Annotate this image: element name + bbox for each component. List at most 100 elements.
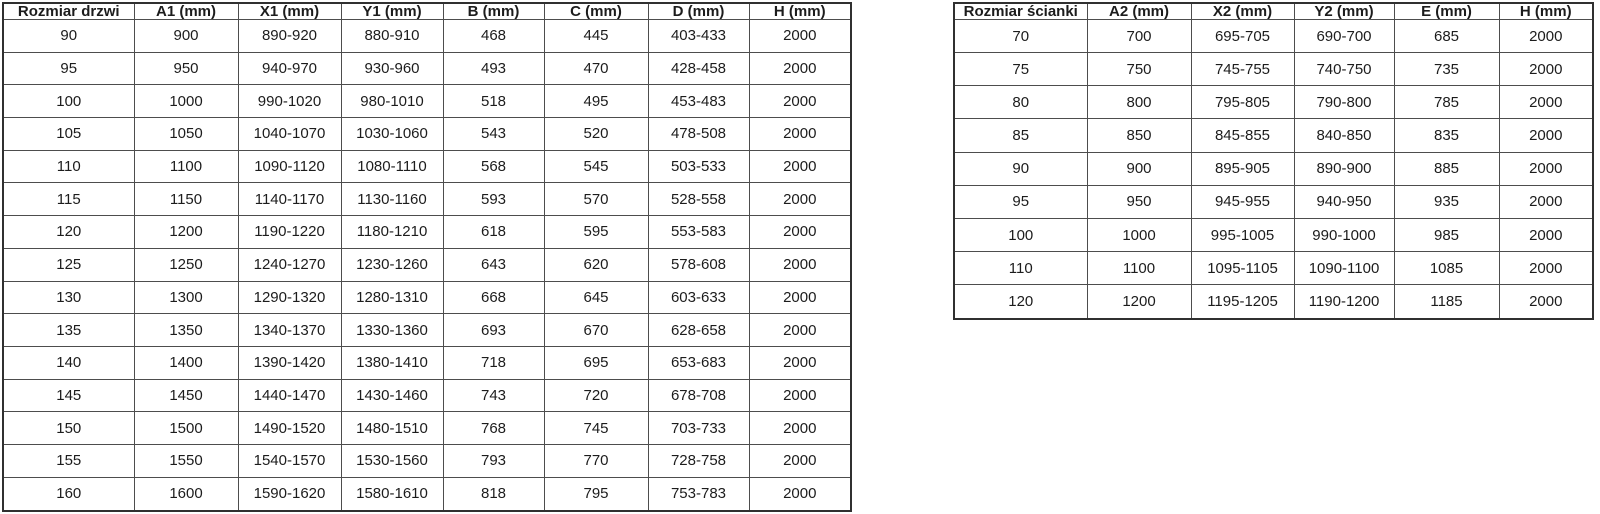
cell: 985 (1393, 217, 1500, 253)
cell: 1290-1320 (237, 280, 342, 315)
cell: 2000 (748, 443, 852, 478)
cell: 1390-1420 (237, 345, 342, 380)
table-row: 100 1000 990-1020 980-1010 518 495 453-483 2000 (2, 84, 852, 119)
column-header: H (mm) (1498, 2, 1594, 20)
cell: 95 (2, 51, 135, 86)
cell: 2000 (748, 280, 852, 315)
header-row: Rozmiar ścianki A2 (mm) X2 (mm) Y2 (mm) E (m… (953, 2, 1594, 20)
cell: 950 (133, 51, 239, 86)
cell: 1195-1205 (1190, 284, 1295, 320)
cell: 1340-1370 (237, 313, 342, 347)
cell: 740-750 (1293, 52, 1395, 87)
table-row: 120 1200 1195-1205 1190-1200 1185 2000 (953, 284, 1594, 320)
table-row: 135 1350 1340-1370 1330-1360 693 670 628-658 20… (2, 313, 852, 347)
cell: 150 (2, 411, 135, 445)
table-row: 100 1000 995-1005 990-1000 985 2000 (953, 217, 1594, 253)
cell: 518 (442, 84, 545, 119)
cell: 2000 (748, 51, 852, 86)
cell: 2000 (748, 215, 852, 249)
table-row: 75 750 745-755 740-750 735 2000 (953, 52, 1594, 87)
cell: 1540-1570 (237, 443, 342, 478)
cell: 653-683 (647, 345, 750, 380)
cell: 100 (2, 84, 135, 119)
cell: 1240-1270 (237, 247, 342, 282)
cell: 568 (442, 149, 545, 184)
cell: 720 (543, 378, 649, 413)
cell: 1000 (1086, 217, 1192, 253)
cell: 570 (543, 182, 649, 217)
table-row: 95 950 940-970 930-960 493 470 428-458 2000 (2, 51, 852, 86)
cell: 1250 (133, 247, 239, 282)
cell: 75 (953, 52, 1088, 87)
column-header: H (mm) (748, 2, 852, 20)
table-row: 90 900 895-905 890-900 885 2000 (953, 151, 1594, 186)
cell: 668 (442, 280, 545, 315)
cell: 2000 (748, 117, 852, 151)
cell: 645 (543, 280, 649, 315)
cell: 2000 (748, 19, 852, 53)
cell: 105 (2, 117, 135, 151)
table-row: 130 1300 1290-1320 1280-1310 668 645 603-633 20… (2, 280, 852, 315)
header-row: Rozmiar drzwi A1 (mm) X1 (mm) Y1 (mm) B (mm)… (2, 2, 852, 20)
cell: 403-433 (647, 19, 750, 53)
table-row: 140 1400 1390-1420 1380-1410 718 695 653-683 20… (2, 345, 852, 380)
cell: 695 (543, 345, 649, 380)
cell: 470 (543, 51, 649, 86)
cell: 800 (1086, 85, 1192, 120)
cell: 695-705 (1190, 18, 1295, 54)
cell: 840-850 (1293, 118, 1395, 153)
cell: 545 (543, 149, 649, 184)
table-row: 85 850 845-855 840-850 835 2000 (953, 118, 1594, 153)
cell: 2000 (1498, 52, 1594, 87)
cell: 80 (953, 85, 1088, 120)
column-header: Rozmiar drzwi (2, 2, 135, 20)
table-row: 95 950 945-955 940-950 935 2000 (953, 184, 1594, 219)
cell: 930-960 (340, 51, 444, 86)
cell: 2000 (748, 345, 852, 380)
cell: 1200 (1086, 284, 1192, 320)
cell: 2000 (1498, 184, 1594, 219)
table-row: 105 1050 1040-1070 1030-1060 543 520 478-508 20… (2, 117, 852, 151)
cell: 1090-1100 (1293, 251, 1395, 286)
cell: 790-800 (1293, 85, 1395, 120)
cell: 1150 (133, 182, 239, 217)
table-row: 155 1550 1540-1570 1530-1560 793 770 728-758 20… (2, 443, 852, 478)
column-header: E (mm) (1393, 2, 1500, 20)
table-row: 145 1450 1440-1470 1430-1460 743 720 678-708 20… (2, 378, 852, 413)
cell: 120 (953, 284, 1088, 320)
cell: 718 (442, 345, 545, 380)
cell: 628-658 (647, 313, 750, 347)
table-row: 80 800 795-805 790-800 785 2000 (953, 85, 1594, 120)
cell: 935 (1393, 184, 1500, 219)
cell: 478-508 (647, 117, 750, 151)
cell: 753-783 (647, 476, 750, 512)
cell: 2000 (1498, 118, 1594, 153)
cell: 125 (2, 247, 135, 282)
cell: 690-700 (1293, 18, 1395, 54)
cell: 593 (442, 182, 545, 217)
cell: 728-758 (647, 443, 750, 478)
cell: 1200 (133, 215, 239, 249)
cell: 110 (953, 251, 1088, 286)
cell: 795-805 (1190, 85, 1295, 120)
cell: 1050 (133, 117, 239, 151)
cell: 1440-1470 (237, 378, 342, 413)
cell: 768 (442, 411, 545, 445)
cell: 895-905 (1190, 151, 1295, 186)
cell: 528-558 (647, 182, 750, 217)
cell: 2000 (1498, 18, 1594, 54)
cell: 553-583 (647, 215, 750, 249)
cell: 468 (442, 19, 545, 53)
cell: 940-950 (1293, 184, 1395, 219)
cell: 618 (442, 215, 545, 249)
cell: 1100 (133, 149, 239, 184)
cell: 835 (1393, 118, 1500, 153)
cell: 130 (2, 280, 135, 315)
cell: 1580-1610 (340, 476, 444, 512)
cell: 1030-1060 (340, 117, 444, 151)
cell: 850 (1086, 118, 1192, 153)
cell: 795 (543, 476, 649, 512)
cell: 678-708 (647, 378, 750, 413)
wall-sizes-table: Rozmiar ścianki A2 (mm) X2 (mm) Y2 (mm) E (m… (953, 2, 1594, 320)
cell: 643 (442, 247, 545, 282)
